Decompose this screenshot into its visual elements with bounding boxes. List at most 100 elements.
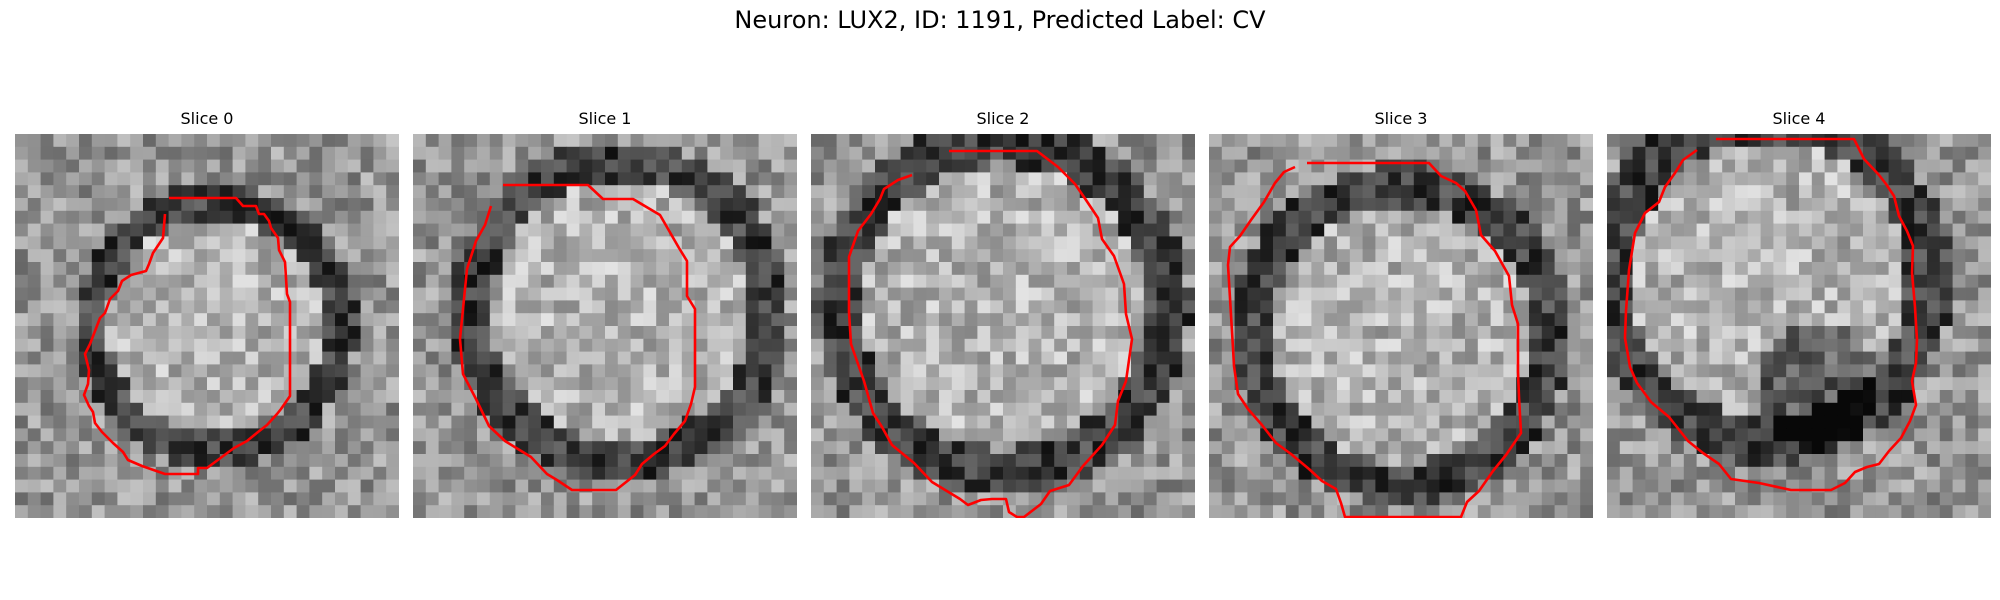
pixel-cell	[1735, 223, 1749, 237]
pixel-cell	[1169, 338, 1183, 353]
pixel-cell	[1015, 313, 1030, 327]
pixel-cell	[990, 172, 1004, 186]
pixel-cell	[1837, 262, 1851, 276]
pixel-cell	[373, 274, 387, 289]
pixel-cell	[1285, 338, 1300, 353]
pixel-cell	[811, 454, 825, 468]
pixel-cell	[1773, 313, 1787, 327]
pixel-cell	[1863, 351, 1877, 365]
pixel-cell	[1939, 172, 1954, 186]
pixel-cell	[733, 134, 747, 148]
pixel-cell	[1541, 402, 1556, 417]
pixel-cell	[1234, 172, 1248, 186]
pixel-cell	[451, 262, 465, 276]
pixel-cell	[1247, 262, 1261, 276]
pixel-cell	[232, 134, 246, 148]
pixel-cell	[1234, 492, 1248, 506]
pixel-cell	[66, 313, 80, 327]
pixel-cell	[1311, 441, 1325, 455]
pixel-cell	[1811, 428, 1826, 442]
pixel-cell	[875, 338, 889, 353]
pixel-cell	[1683, 185, 1698, 199]
pixel-cell	[1182, 390, 1195, 404]
pixel-cell	[283, 466, 298, 481]
pixel-cell	[271, 351, 285, 365]
pixel-cell	[528, 390, 542, 404]
pixel-cell	[1965, 402, 1979, 417]
pixel-cell	[1965, 185, 1979, 199]
pixel-cell	[1722, 159, 1736, 173]
pixel-cell	[1439, 262, 1453, 276]
pixel-cell	[669, 262, 683, 276]
pixel-cell	[745, 402, 760, 417]
pixel-cell	[1567, 134, 1581, 148]
pixel-cell	[219, 428, 234, 442]
pixel-cell	[1015, 454, 1030, 468]
pixel-cell	[745, 492, 760, 506]
pixel-cell	[296, 223, 310, 237]
pixel-cell	[53, 274, 67, 289]
pixel-cell	[1632, 364, 1646, 378]
pixel-cell	[1529, 313, 1543, 327]
pixel-cell	[1965, 287, 1979, 301]
pixel-cell	[1131, 505, 1145, 518]
pixel-cell	[1452, 441, 1466, 455]
pixel-cell	[1863, 262, 1877, 276]
pixel-cell	[425, 159, 440, 173]
pixel-cell	[720, 287, 734, 301]
pixel-cell	[875, 351, 889, 365]
pixel-cell	[1978, 274, 1991, 289]
pixel-cell	[207, 236, 221, 250]
pixel-cell	[130, 326, 144, 340]
pixel-cell	[1580, 185, 1593, 199]
pixel-cell	[155, 300, 170, 314]
pixel-cell	[360, 210, 374, 225]
pixel-cell	[553, 262, 568, 276]
pixel-cell	[1465, 146, 1479, 161]
pixel-cell	[1965, 236, 1979, 250]
pixel-cell	[1413, 402, 1428, 417]
pixel-cell	[733, 313, 747, 327]
pixel-cell	[1015, 262, 1030, 276]
pixel-cell	[823, 210, 838, 225]
pixel-cell	[143, 134, 157, 148]
pixel-cell	[1619, 198, 1634, 212]
pixel-cell	[1247, 274, 1261, 289]
pixel-cell	[1580, 134, 1593, 148]
pixel-cell	[900, 185, 914, 199]
pixel-cell	[733, 262, 747, 276]
pixel-cell	[1079, 428, 1094, 442]
pixel-cell	[1863, 454, 1877, 468]
pixel-cell	[1015, 492, 1030, 506]
pixel-cell	[1580, 262, 1593, 276]
pixel-cell	[117, 223, 131, 237]
pixel-cell	[1632, 428, 1646, 442]
pixel-cell	[451, 236, 465, 250]
pixel-cell	[1337, 146, 1351, 161]
pixel-cell	[1939, 223, 1954, 237]
pixel-cell	[977, 402, 991, 417]
pixel-cell	[1683, 466, 1698, 481]
pixel-cell	[335, 326, 349, 340]
pixel-cell	[207, 172, 221, 186]
pixel-cell	[1632, 492, 1646, 506]
pixel-cell	[1978, 185, 1991, 199]
pixel-cell	[1914, 210, 1928, 225]
pixel-cell	[1939, 402, 1954, 417]
pixel-cell	[1914, 466, 1928, 481]
pixel-cell	[27, 415, 42, 429]
pixel-cell	[1054, 274, 1068, 289]
pixel-cell	[1156, 249, 1170, 263]
pixel-cell	[502, 338, 516, 353]
pixel-cell	[322, 428, 336, 442]
pixel-cell	[964, 159, 978, 173]
pixel-cell	[502, 326, 516, 340]
pixel-cell	[1658, 287, 1672, 301]
pixel-cell	[1234, 441, 1248, 455]
pixel-cell	[733, 274, 747, 289]
pixel-cell	[143, 236, 157, 250]
pixel-cell	[720, 249, 734, 263]
pixel-cell	[1401, 210, 1415, 225]
pixel-cell	[1015, 223, 1030, 237]
pixel-cell	[566, 274, 580, 289]
